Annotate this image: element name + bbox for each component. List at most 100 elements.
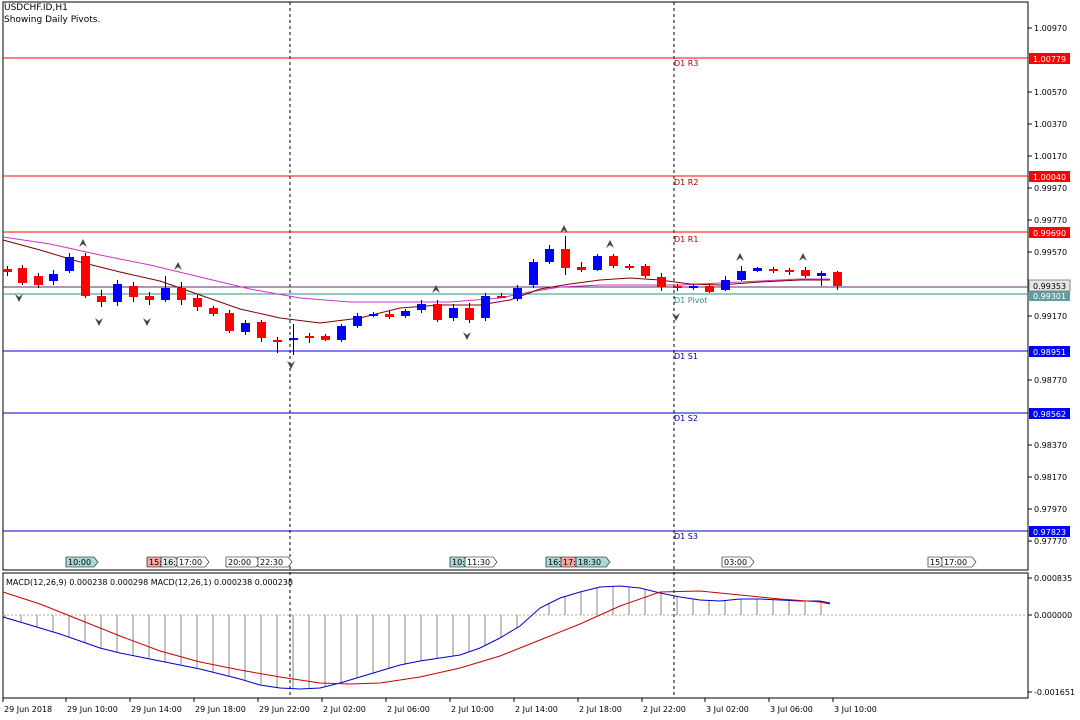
candle[interactable] [3,266,12,276]
pivot-r2-level[interactable]: D1 R2 1.00040 [3,171,1070,187]
price-tick: 0.97970 [1028,505,1067,514]
candle[interactable] [769,267,778,273]
candle[interactable] [177,282,186,305]
candle[interactable] [721,276,730,291]
candle[interactable] [737,266,746,281]
time-tick: 2 Jul 14:00 [513,698,558,714]
svg-text:17:00: 17:00 [944,558,967,567]
candle[interactable] [625,264,634,270]
svg-text:0.98370: 0.98370 [1034,441,1067,450]
candle-body [81,256,90,296]
pivot-r3-level[interactable]: D1 R3 1.00779 [3,53,1070,68]
candle[interactable] [833,271,842,290]
candle[interactable] [353,313,362,328]
pivot-s2-level[interactable]: D1 S2 0.98562 [3,408,1070,423]
candle[interactable] [401,309,410,318]
macd-scale-bottom: -0.001651 [1034,688,1075,697]
candle[interactable] [513,285,522,301]
candle[interactable] [321,334,330,341]
candle[interactable] [497,293,506,298]
candle[interactable] [65,253,74,273]
candle[interactable] [34,273,43,288]
candle[interactable] [129,282,138,302]
candle-body [225,313,234,331]
svg-text:2 Jul 10:00: 2 Jul 10:00 [451,705,494,714]
candle[interactable] [657,273,666,291]
ma-fast-line [2,239,830,324]
macd-scale[interactable]: 0.000835 0.000000 -0.001651 [1028,574,1075,697]
candle[interactable] [545,245,554,264]
candle[interactable] [449,304,458,321]
svg-text:03:00: 03:00 [724,558,747,567]
candle[interactable] [529,259,538,288]
candle[interactable] [97,290,106,307]
candle-body [113,284,122,302]
candle[interactable] [481,293,490,321]
candle-body [305,336,314,338]
candle[interactable] [433,300,442,322]
candles-layer[interactable] [3,236,842,355]
candle[interactable] [369,312,378,317]
price-tag-current [1028,279,1071,292]
candle[interactable] [753,267,762,272]
svg-text:0.99570: 0.99570 [1034,248,1067,257]
candle-body [545,249,554,262]
svg-text:0.97823: 0.97823 [1033,528,1066,537]
candle[interactable] [18,265,27,285]
price-tick: 0.97770 [1028,537,1067,546]
candle[interactable] [705,284,714,293]
candle[interactable] [257,320,266,342]
svg-text:0.98170: 0.98170 [1034,473,1067,482]
price-scale[interactable]: 1.00970 1.00570 1.00370 1.00170 0.99970 … [1028,24,1067,546]
candle[interactable] [785,268,794,275]
pivot-s3-level[interactable]: D1 S3 0.97823 [3,526,1070,541]
candle[interactable] [673,284,682,291]
candle[interactable] [241,320,250,335]
candle[interactable] [593,254,602,271]
candle[interactable] [465,303,474,323]
candle[interactable] [49,270,58,285]
candle[interactable] [193,295,202,311]
candle[interactable] [609,254,618,268]
candle[interactable] [641,264,650,278]
candle[interactable] [289,324,298,355]
price-tag-s1 [1029,346,1070,357]
candle[interactable] [225,310,234,333]
candle-body [561,249,570,268]
candle[interactable] [273,337,282,353]
candle[interactable] [577,262,586,272]
time-tick: 29 Jun 2018 [2,698,52,714]
candle[interactable] [161,276,170,302]
candle[interactable] [385,311,394,319]
pivot-label: D1 Pivot [674,296,707,305]
time-tick: 3 Jul 02:00 [704,698,749,714]
candle[interactable] [337,324,346,342]
current-price-line[interactable]: 0.99353 [3,279,1071,292]
candle[interactable] [689,284,698,290]
candle[interactable] [145,292,154,305]
candle-body [465,308,474,320]
svg-text:11:30: 11:30 [467,558,490,567]
candle-body [273,340,282,342]
candle-body [593,256,602,270]
svg-text:2 Jul 14:00: 2 Jul 14:00 [515,705,558,714]
fractals-layer [15,225,807,369]
candle[interactable] [305,333,314,343]
svg-text:20:00: 20:00 [228,558,251,567]
candle[interactable] [817,271,826,286]
svg-text:29 Jun 18:00: 29 Jun 18:00 [195,705,246,714]
candle[interactable] [417,300,426,313]
candle[interactable] [801,267,810,278]
candle[interactable] [209,306,218,316]
time-axis[interactable]: 29 Jun 2018 29 Jun 10:00 29 Jun 14:00 29 Ju… [2,698,877,714]
candle[interactable] [81,253,90,298]
pivot-s1-level[interactable]: D1 S1 0.98951 [3,346,1070,361]
candle[interactable] [561,236,570,275]
candle-body [689,286,698,288]
session-marker: 17:00 [941,556,977,568]
fractal-down-arrow-icon [287,361,295,369]
pivot-r1-level[interactable]: D1 R1 0.99690 [3,227,1070,244]
candle[interactable] [113,280,122,306]
